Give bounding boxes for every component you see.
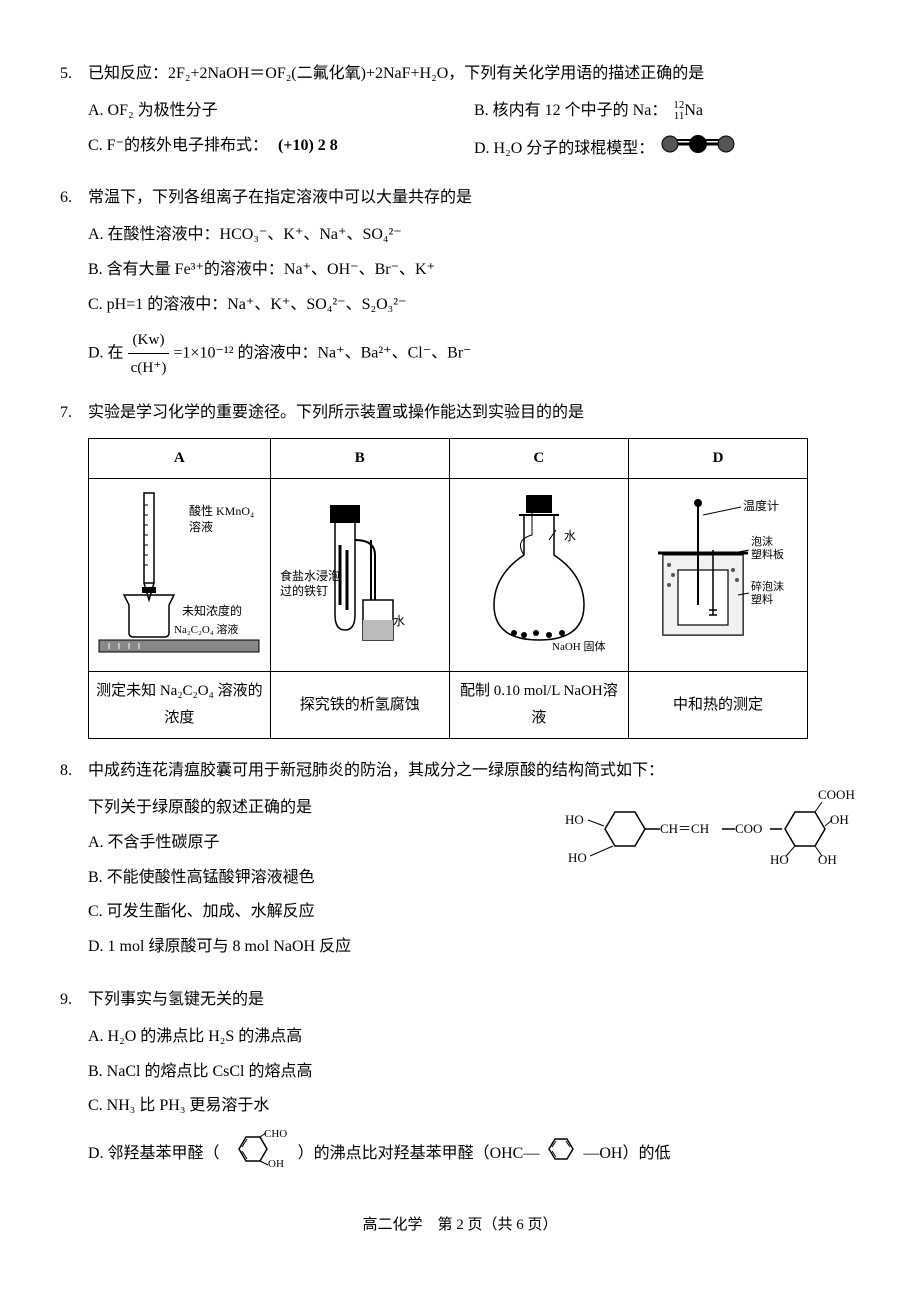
svg-text:塑料板: 塑料板 [751,547,784,561]
desc-c: 配制 0.10 mol/L NaOH溶液 [449,672,628,739]
q8-stem: 8. 中成药连花清瘟胶囊可用于新冠肺炎的防治，其成分之一绿原酸的结构简式如下： [60,757,860,786]
apparatus-d: 温度计 泡沫 塑料板 碎泡沫 塑料 [628,479,807,672]
svg-text:食盐水浸泡: 食盐水浸泡 [280,568,340,583]
desc-d: 中和热的测定 [628,672,807,739]
q6-option-b: B. 含有大量 Fe³⁺的溶液中：Na⁺、OH⁻、Br⁻、K⁺ [88,256,860,285]
q8-text: 中成药连花清瘟胶囊可用于新冠肺炎的防治，其成分之一绿原酸的结构简式如下： [88,757,860,786]
table-desc-row: 测定未知 Na₂C₂O₄ 溶液的浓度 探究铁的析氢腐蚀 配制 0.10 mol/… [89,672,808,739]
svg-text:塑料: 塑料 [751,592,773,606]
q5-number: 5. [60,60,88,89]
q6-text: 常温下，下列各组离子在指定溶液中可以大量共存的是 [88,184,860,213]
q5-option-b: B. 核内有 12 个中子的 Na： 12 11 Na [474,97,860,126]
question-9: 9. 下列事实与氢键无关的是 A. H₂O 的沸点比 H₂S 的沸点高 B. N… [60,986,860,1182]
q6-option-c: C. pH=1 的溶液中：Na⁺、K⁺、SO₄²⁻、S₂O₃²⁻ [88,291,860,320]
svg-text:Na₂C₂O₄ 溶液: Na₂C₂O₄ 溶液 [174,622,238,636]
q5-option-a: A. OF₂ 为极性分子 [88,97,474,126]
page-footer: 高二化学 第 2 页（共 6 页） [60,1212,860,1239]
q9-stem: 9. 下列事实与氢键无关的是 [60,986,860,1015]
ball-stick-model-icon [658,132,738,167]
q9-option-d: D. 邻羟基苯甲醛（ CHO OH ）的沸点比对羟基苯甲醛（OHC— —OH [88,1127,860,1182]
q8-option-c: C. 可发生酯化、加成、水解反应 [88,898,860,927]
svg-text:过的铁钉: 过的铁钉 [280,583,328,598]
svg-text:CH＝CH: CH＝CH [660,821,709,836]
electron-config-diagram: (+10) 2 8 [278,137,338,154]
header-d: D [628,439,807,479]
q9-number: 9. [60,986,88,1015]
table-image-row: 酸性 KMnO₄ 溶液 未知浓度的 Na₂C₂O₄ 溶液 [89,479,808,672]
svg-text:CHO: CHO [264,1128,287,1140]
q6-stem: 6. 常温下，下列各组离子在指定溶液中可以大量共存的是 [60,184,860,213]
q5-text: 已知反应：2F₂+2NaOH＝OF₂(二氟化氧)+2NaF+H₂O，下列有关化学… [88,60,860,89]
q6-option-a: A. 在酸性溶液中：HCO₃⁻、K⁺、Na⁺、SO₄²⁻ [88,221,860,250]
svg-text:HO: HO [568,850,587,865]
q9-option-b: B. NaCl 的熔点比 CsCl 的熔点高 [88,1058,860,1087]
apparatus-a: 酸性 KMnO₄ 溶液 未知浓度的 Na₂C₂O₄ 溶液 [89,479,271,672]
desc-b: 探究铁的析氢腐蚀 [270,672,449,739]
q8-option-d: D. 1 mol 绿原酸可与 8 mol NaOH 反应 [88,933,860,962]
svg-text:泡沫: 泡沫 [751,534,773,548]
question-7: 7. 实验是学习化学的重要途径。下列所示装置或操作能达到实验目的的是 A B C… [60,399,860,739]
q6-number: 6. [60,184,88,213]
q9-option-a: A. H₂O 的沸点比 H₂S 的沸点高 [88,1023,860,1052]
nuclide-notation: 12 11 Na [673,97,703,126]
svg-text:HO: HO [770,852,789,867]
svg-text:水: 水 [393,614,405,628]
q5-stem: 5. 已知反应：2F₂+2NaOH＝OF₂(二氟化氧)+2NaF+H₂O，下列有… [60,60,860,89]
svg-text:COOH: COOH [818,787,855,802]
header-b: B [270,439,449,479]
desc-a: 测定未知 Na₂C₂O₄ 溶液的浓度 [89,672,271,739]
svg-text:OH: OH [268,1158,284,1170]
q7-text: 实验是学习化学的重要途径。下列所示装置或操作能达到实验目的的是 [88,399,860,428]
label-kmno4: 酸性 KMnO₄ [189,503,254,518]
apparatus-b: 食盐水浸泡 过的铁钉 水 [270,479,449,672]
svg-text:NaOH 固体: NaOH 固体 [552,639,605,653]
chlorogenic-acid-structure: HO HO CH＝CH COO COOH OH HO OH [560,784,860,885]
svg-text:碎泡沫: 碎泡沫 [751,579,784,593]
q7-number: 7. [60,399,88,428]
svg-text:COO: COO [735,821,762,836]
svg-text:OH: OH [830,812,849,827]
svg-text:HO: HO [565,812,584,827]
q6-options: A. 在酸性溶液中：HCO₃⁻、K⁺、Na⁺、SO₄²⁻ B. 含有大量 Fe³… [60,221,860,381]
q7-stem: 7. 实验是学习化学的重要途径。下列所示装置或操作能达到实验目的的是 [60,399,860,428]
q6-option-d: D. 在 (Kw) c(H⁺) =1×10⁻¹² 的溶液中：Na⁺、Ba²⁺、C… [88,326,860,382]
q5-options: A. OF₂ 为极性分子 B. 核内有 12 个中子的 Na： 12 11 Na… [60,97,860,167]
table-header-row: A B C D [89,439,808,479]
question-8: 8. 中成药连花清瘟胶囊可用于新冠肺炎的防治，其成分之一绿原酸的结构简式如下： … [60,757,860,968]
experiment-table: A B C D 酸性 KMnO₄ 溶液 未知浓度的 Na₂C₂O₄ 溶液 [88,438,808,739]
fraction-kw: (Kw) c(H⁺) [128,326,170,382]
svg-text:温度计: 温度计 [743,498,779,513]
q9-text: 下列事实与氢键无关的是 [88,986,860,1015]
q5-option-c: C. F⁻的核外电子排布式： (+10) 2 8 [88,132,474,167]
q8-number: 8. [60,757,88,786]
apparatus-c: 水 NaOH 固体 [449,479,628,672]
q5-option-d: D. H₂O 分子的球棍模型： [474,132,860,167]
q9-option-c: C. NH₃ 比 PH₃ 更易溶于水 [88,1092,860,1121]
q9-options: A. H₂O 的沸点比 H₂S 的沸点高 B. NaCl 的熔点比 CsCl 的… [60,1023,860,1182]
svg-text:水: 水 [564,529,576,543]
svg-text:溶液: 溶液 [189,519,213,534]
header-a: A [89,439,271,479]
question-5: 5. 已知反应：2F₂+2NaOH＝OF₂(二氟化氧)+2NaF+H₂O，下列有… [60,60,860,166]
question-6: 6. 常温下，下列各组离子在指定溶液中可以大量共存的是 A. 在酸性溶液中：HC… [60,184,860,381]
svg-text:未知浓度的: 未知浓度的 [182,603,242,618]
ortho-hydroxybenzaldehyde-icon: CHO OH [224,1127,294,1182]
header-c: C [449,439,628,479]
para-hydroxybenzaldehyde-icon [543,1134,579,1175]
